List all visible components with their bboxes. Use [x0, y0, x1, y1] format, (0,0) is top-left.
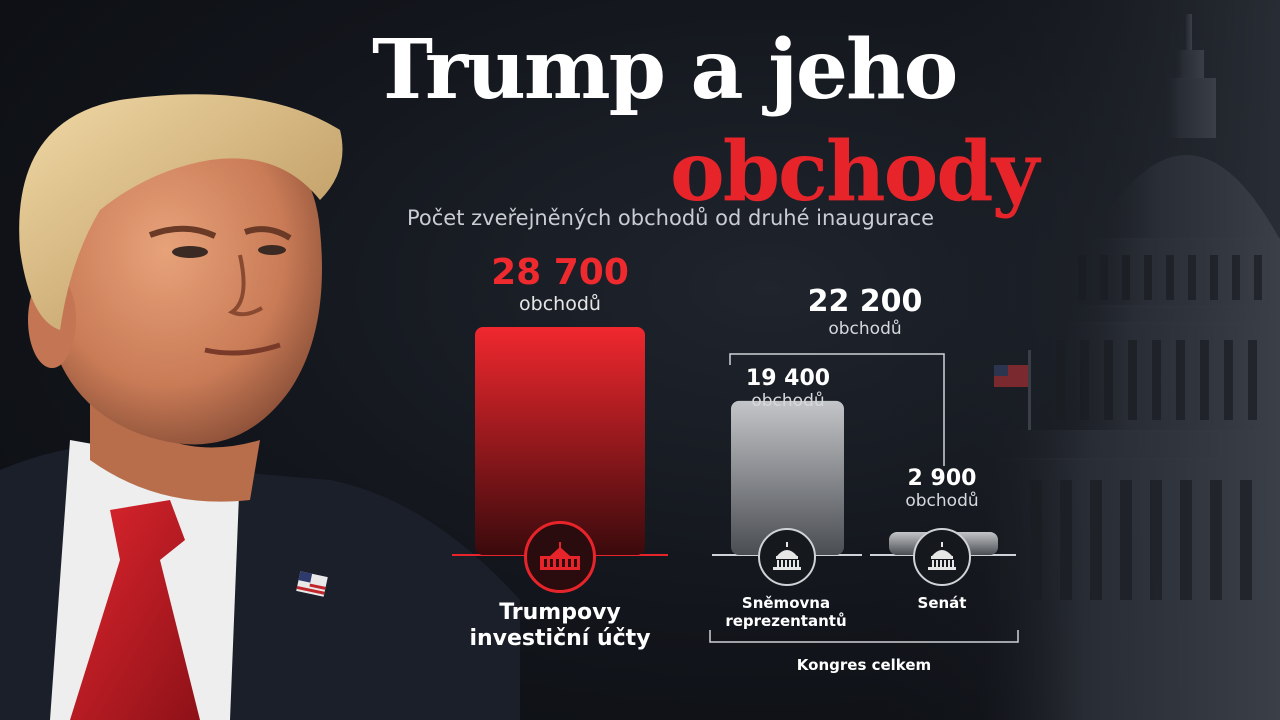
unit-label: obchodů [519, 293, 601, 315]
white-house-icon [524, 521, 596, 593]
data-label-senate: 2 900 obchodů [862, 466, 1022, 511]
flag-pin-icon [296, 571, 328, 597]
capitol-dome-icon [913, 528, 971, 586]
data-label-house: 19 400 obchodů [700, 366, 876, 411]
category-label-senate: Senát [917, 594, 967, 612]
capitol-dome-icon [758, 528, 816, 586]
us-flag-icon [994, 365, 1028, 387]
bar-trump [475, 327, 645, 555]
category-label-house: Sněmovna reprezentantů [725, 594, 847, 630]
title-line-1: Trump a jeho [372, 22, 958, 118]
category-label-trump: Trumpovy investiční účty [469, 600, 651, 652]
bar-house [731, 400, 844, 555]
trump-portrait-image [0, 94, 520, 720]
congress-group-bracket [709, 630, 1019, 643]
unit-label: obchodů [905, 491, 979, 511]
chart-subtitle: Počet zveřejněných obchodů od druhé inau… [407, 206, 935, 230]
group-label-congress: Kongres celkem [796, 656, 932, 674]
title-line-2: obchody [670, 124, 1039, 220]
unit-label: obchodů [751, 391, 825, 411]
congress-total-bracket [729, 353, 945, 466]
data-label-trump: 28 700 obchodů [450, 252, 670, 315]
unit-label: obchodů [828, 319, 902, 339]
data-label-congress-total: 22 200 obchodů [750, 284, 980, 339]
